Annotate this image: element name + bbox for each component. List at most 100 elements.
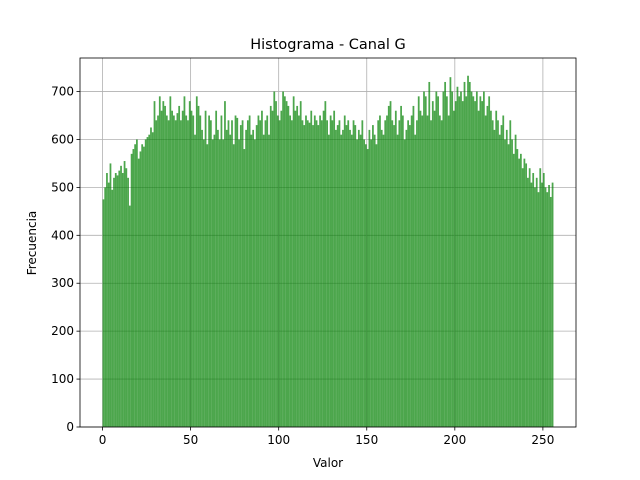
bar bbox=[343, 115, 346, 427]
bar bbox=[187, 120, 189, 427]
bar bbox=[509, 120, 512, 427]
bar bbox=[266, 115, 269, 427]
bar bbox=[354, 125, 357, 427]
bar bbox=[259, 120, 262, 427]
bar bbox=[111, 189, 114, 427]
bar bbox=[194, 134, 196, 427]
bar bbox=[512, 153, 515, 427]
bar bbox=[217, 129, 219, 427]
bar bbox=[373, 134, 376, 427]
bar bbox=[338, 120, 341, 427]
bar bbox=[477, 110, 480, 427]
bar bbox=[146, 137, 149, 428]
bar bbox=[379, 115, 381, 427]
bar bbox=[389, 101, 392, 427]
x-tick-label: 100 bbox=[267, 433, 290, 447]
bar bbox=[407, 120, 410, 427]
bar bbox=[486, 105, 489, 427]
bar bbox=[483, 91, 485, 427]
bar bbox=[403, 139, 406, 427]
bar bbox=[139, 151, 142, 427]
bar bbox=[516, 149, 519, 427]
bar bbox=[319, 115, 321, 427]
bar bbox=[197, 105, 200, 427]
bar bbox=[190, 110, 193, 427]
bar bbox=[185, 115, 188, 427]
bar bbox=[218, 139, 221, 427]
bar bbox=[394, 110, 397, 427]
bar bbox=[514, 134, 517, 427]
bar bbox=[282, 91, 284, 427]
bar bbox=[246, 120, 249, 427]
bar bbox=[181, 110, 184, 427]
bar bbox=[243, 149, 246, 427]
bar bbox=[530, 182, 533, 427]
bar bbox=[264, 120, 267, 427]
bar bbox=[317, 125, 320, 427]
bar bbox=[262, 134, 265, 427]
bar bbox=[328, 134, 330, 427]
bar bbox=[188, 101, 191, 427]
bar bbox=[463, 81, 466, 428]
bar bbox=[382, 134, 385, 427]
bar bbox=[461, 101, 464, 427]
bar bbox=[174, 120, 177, 427]
bar bbox=[164, 105, 166, 427]
bar bbox=[493, 129, 496, 427]
bar bbox=[127, 177, 129, 427]
bar bbox=[238, 139, 240, 427]
bar bbox=[269, 105, 272, 427]
bar bbox=[192, 115, 195, 427]
bar bbox=[495, 110, 498, 427]
bar bbox=[352, 120, 355, 427]
bar bbox=[322, 110, 325, 427]
bar bbox=[234, 115, 237, 427]
bar bbox=[305, 115, 307, 427]
bar bbox=[180, 120, 182, 427]
bar bbox=[361, 120, 364, 427]
bar bbox=[331, 120, 334, 427]
bar bbox=[375, 144, 378, 427]
bar bbox=[437, 96, 439, 428]
y-tick-label: 0 bbox=[66, 420, 74, 434]
bar bbox=[245, 129, 247, 427]
bar bbox=[481, 101, 483, 427]
bar bbox=[178, 105, 181, 427]
bar bbox=[313, 115, 316, 427]
bar bbox=[231, 120, 233, 427]
y-tick-label: 400 bbox=[51, 228, 74, 242]
bar bbox=[102, 199, 105, 427]
bar bbox=[162, 101, 165, 427]
bar bbox=[255, 125, 258, 427]
bar bbox=[123, 161, 126, 427]
bar bbox=[227, 120, 230, 427]
bar bbox=[206, 144, 209, 427]
x-tick-label: 200 bbox=[443, 433, 466, 447]
bar bbox=[544, 187, 547, 427]
bar bbox=[248, 115, 251, 427]
bar bbox=[128, 205, 131, 427]
bar bbox=[410, 115, 413, 427]
bar bbox=[534, 187, 536, 427]
bar bbox=[519, 153, 522, 427]
bar bbox=[347, 120, 350, 427]
bar bbox=[239, 125, 242, 427]
bar bbox=[387, 105, 390, 427]
bar bbox=[528, 168, 531, 428]
bar bbox=[241, 120, 244, 427]
bar bbox=[475, 91, 478, 427]
bar bbox=[324, 101, 327, 427]
bar bbox=[165, 115, 168, 427]
bar bbox=[384, 120, 387, 427]
x-tick-label: 50 bbox=[183, 433, 198, 447]
x-axis-label: Valor bbox=[313, 456, 343, 470]
bar bbox=[153, 101, 156, 427]
bar bbox=[222, 139, 225, 427]
bar bbox=[195, 96, 198, 428]
bar bbox=[430, 120, 432, 427]
bar bbox=[333, 110, 336, 427]
y-tick-label: 200 bbox=[51, 324, 74, 338]
bar bbox=[449, 77, 452, 428]
axes-frame bbox=[79, 57, 577, 428]
